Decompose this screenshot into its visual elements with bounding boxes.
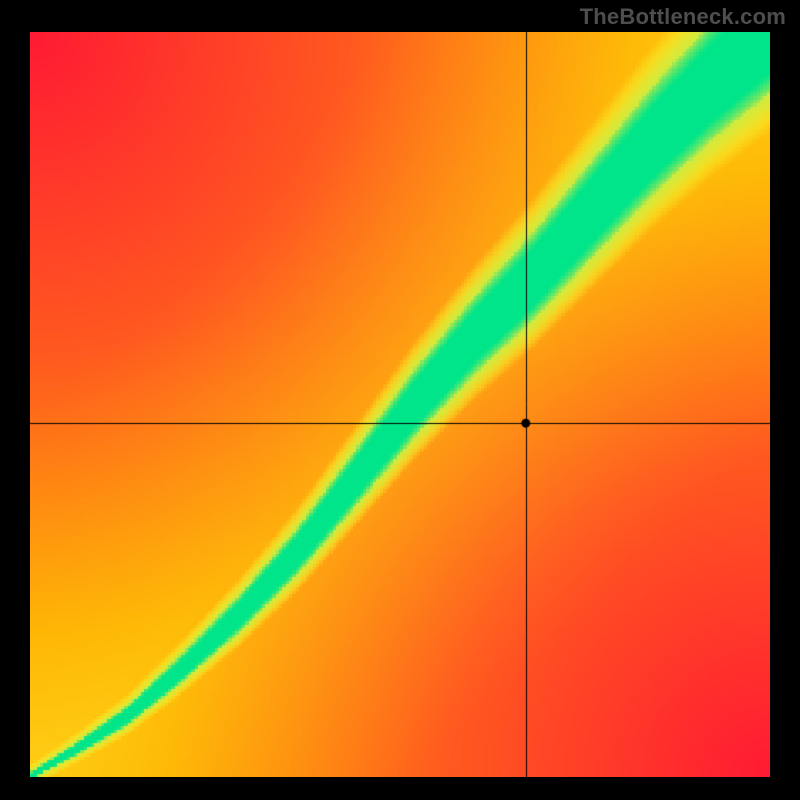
watermark-text: TheBottleneck.com — [580, 4, 786, 30]
heatmap-plot — [30, 32, 770, 777]
